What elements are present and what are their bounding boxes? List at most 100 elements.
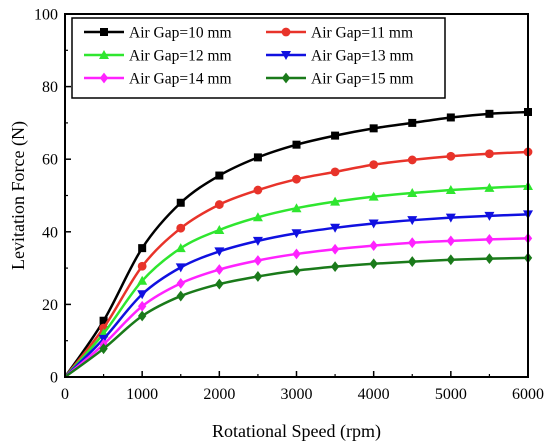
data-point	[408, 118, 417, 127]
legend-box	[71, 17, 446, 99]
plot-marks	[63, 108, 533, 379]
series-line	[64, 213, 529, 378]
data-point	[369, 240, 378, 251]
data-point	[215, 264, 224, 275]
data-point	[368, 191, 379, 201]
data-point	[214, 224, 225, 234]
data-point	[446, 151, 456, 161]
y-tick-label: 20	[42, 297, 58, 314]
data-point	[176, 290, 185, 302]
legend-label: Air Gap=12 mm	[129, 48, 232, 65]
legend-marker	[99, 72, 109, 84]
series-group	[64, 181, 533, 378]
data-point	[485, 234, 494, 245]
legend-marker	[99, 50, 109, 59]
data-point	[137, 300, 147, 312]
x-tick-label: 1000	[126, 386, 158, 403]
data-point	[176, 198, 185, 207]
legend: Air Gap=10 mm Air Gap=11 mm Air Gap=12 mm A…	[71, 17, 446, 99]
data-point	[291, 203, 302, 213]
legend-marker	[281, 51, 291, 60]
data-point	[99, 316, 108, 325]
y-tick-label: 100	[34, 7, 58, 24]
data-point	[252, 212, 263, 222]
data-point	[445, 213, 456, 223]
legend-entry: Air Gap=15 mm	[266, 71, 414, 88]
data-point	[484, 182, 495, 192]
legend-entry: Air Gap=12 mm	[84, 48, 232, 65]
data-point	[215, 278, 224, 290]
data-point	[485, 253, 494, 265]
data-point	[407, 155, 417, 165]
legend-label: Air Gap=15 mm	[311, 71, 414, 88]
data-point	[407, 187, 418, 197]
data-point	[292, 174, 301, 184]
data-point	[408, 237, 417, 249]
data-point	[137, 261, 147, 271]
legend-marker	[281, 72, 291, 84]
series-group	[64, 252, 533, 379]
data-point	[292, 248, 301, 260]
data-point	[330, 223, 341, 233]
legend-entry: Air Gap=14 mm	[84, 71, 232, 88]
data-point	[368, 219, 379, 229]
data-point	[253, 153, 262, 162]
data-point	[253, 271, 263, 282]
y-axis-title: Levitation Force (N)	[8, 121, 29, 270]
series-line	[64, 184, 529, 378]
data-point	[407, 216, 418, 226]
data-point	[369, 160, 379, 170]
y-tick-label: 80	[42, 79, 58, 96]
data-point	[292, 265, 301, 277]
x-tick-label: 0	[61, 386, 69, 403]
data-point	[175, 263, 186, 273]
legend-entry: Air Gap=11 mm	[266, 25, 413, 42]
legend-label: Air Gap=10 mm	[129, 25, 232, 42]
data-point	[214, 247, 225, 257]
data-point	[292, 140, 301, 149]
data-point	[445, 185, 456, 195]
data-point	[137, 290, 148, 300]
data-point	[176, 277, 185, 289]
x-tick-label: 5000	[435, 386, 467, 403]
data-point	[446, 254, 456, 266]
series-group	[64, 232, 533, 378]
data-point	[331, 131, 340, 140]
data-point	[138, 244, 147, 253]
series-line	[63, 110, 529, 378]
data-point	[176, 223, 186, 233]
data-point	[253, 185, 263, 195]
data-point	[175, 243, 186, 253]
data-point	[369, 124, 378, 133]
data-point	[214, 200, 224, 209]
data-point	[446, 113, 455, 122]
series-group	[64, 210, 533, 378]
data-point	[446, 235, 456, 247]
x-tick-label: 3000	[281, 386, 313, 403]
legend-label: Air Gap=13 mm	[311, 48, 414, 65]
y-tick-label: 0	[50, 370, 58, 387]
data-point	[485, 149, 494, 159]
legend-entry: Air Gap=10 mm	[84, 25, 232, 42]
data-point	[408, 256, 417, 267]
x-axis-title: Rotational Speed (rpm)	[212, 421, 381, 442]
data-point	[484, 211, 495, 221]
series-group	[64, 147, 533, 378]
series-group	[63, 108, 532, 378]
legend-marker	[100, 28, 108, 36]
data-point	[330, 196, 341, 206]
data-point	[330, 243, 340, 255]
data-point	[137, 275, 148, 285]
axes: 0 1000 2000 3000 4000 5000 6000 0 20 40 60 80 100	[34, 7, 544, 404]
x-tick-label: 6000	[512, 386, 544, 403]
data-point	[215, 171, 224, 180]
legend-marker	[281, 27, 291, 37]
y-tick-label: 60	[42, 152, 58, 169]
y-tick-label: 40	[42, 224, 58, 241]
data-point	[485, 109, 494, 118]
data-point	[330, 261, 340, 273]
data-point	[330, 167, 340, 177]
data-point	[252, 236, 263, 246]
data-point	[253, 255, 263, 266]
